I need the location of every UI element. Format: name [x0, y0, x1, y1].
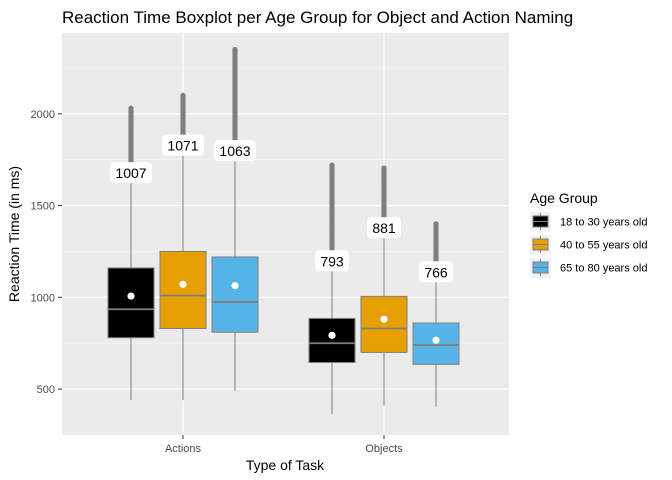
y-axis-title: Reaction Time (in ms)	[6, 166, 22, 302]
outlier-point	[180, 92, 186, 99]
box-iqr	[159, 250, 207, 330]
box-group: 1063	[211, 46, 259, 391]
legend-item: 40 to 55 years old	[530, 235, 647, 255]
mean-label: 881	[372, 220, 396, 236]
legend-title: Age Group	[530, 190, 598, 206]
box-iqr	[308, 317, 356, 363]
box-group: 881	[360, 165, 408, 406]
box-iqr	[211, 256, 259, 333]
x-axis-title: Type of Task	[246, 457, 325, 473]
box-iqr	[107, 267, 155, 339]
y-tick-label: 1500	[31, 201, 55, 213]
plot-panel	[62, 33, 509, 435]
y-tick-label: 500	[37, 384, 55, 396]
outlier-point	[128, 105, 134, 111]
mean-point	[127, 292, 135, 300]
mean-label-box	[367, 217, 401, 239]
mean-point	[328, 331, 336, 339]
legend-item: 65 to 80 years old	[530, 258, 647, 278]
chart-title: Reaction Time Boxplot per Age Group for …	[62, 8, 573, 27]
mean-label: 1063	[219, 143, 250, 159]
mean-label: 1071	[167, 138, 198, 154]
legend: Age Group 18 to 30 years old 40 to 55 yea…	[530, 190, 647, 278]
mean-label: 766	[424, 264, 448, 280]
box-group: 1071	[159, 92, 207, 401]
mean-point	[179, 280, 187, 288]
y-tick-label: 2000	[31, 109, 55, 121]
mean-label-box	[162, 134, 204, 156]
mean-label-box	[214, 140, 256, 162]
outlier-point	[381, 165, 387, 171]
x-tick-label: Actions	[165, 443, 202, 455]
boxes-layer: 1007 793 1071 881 1063 766	[107, 46, 460, 414]
mean-label: 1007	[115, 165, 146, 181]
legend-label: 65 to 80 years old	[560, 263, 647, 275]
y-tick-label: 1000	[31, 292, 55, 304]
legend-item: 18 to 30 years old	[530, 212, 647, 232]
outlier-point	[329, 162, 335, 168]
box-group: 793	[308, 162, 356, 414]
mean-point	[231, 282, 239, 290]
x-tick-label: Objects	[365, 443, 403, 455]
outlier-point	[433, 221, 439, 227]
box-group: 766	[412, 221, 460, 407]
legend-label: 18 to 30 years old	[560, 217, 647, 229]
x-axis: Actions Objects	[165, 435, 403, 455]
box-group: 1007	[107, 105, 155, 401]
outlier-point	[232, 46, 238, 53]
legend-label: 40 to 55 years old	[560, 240, 647, 252]
box-iqr	[360, 295, 408, 353]
mean-label-box	[419, 261, 453, 283]
mean-label-box	[315, 250, 349, 272]
mean-label: 793	[320, 253, 344, 269]
mean-label-box	[110, 162, 152, 184]
mean-point	[432, 336, 440, 344]
y-axis: 500 1000 1500 2000	[31, 109, 62, 396]
mean-point	[380, 315, 388, 323]
